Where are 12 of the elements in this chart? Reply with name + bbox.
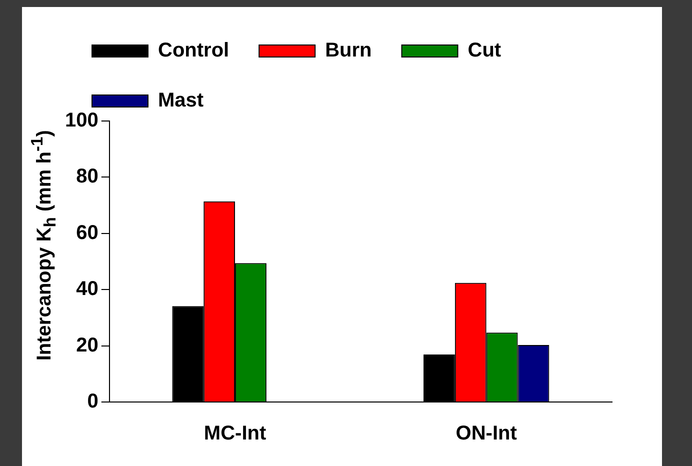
y-tick-label: 60: [76, 222, 98, 244]
y-tick-label: 0: [87, 390, 98, 413]
legend-label: Mast: [158, 90, 204, 112]
y-tick-label: 40: [76, 278, 98, 300]
x-tick-label: MC-Int: [204, 422, 266, 445]
y-tick-label: 20: [76, 334, 98, 356]
legend-label: Cut: [468, 40, 502, 62]
legend-label: Control: [158, 40, 230, 62]
x-tick-label: ON-Int: [456, 422, 518, 445]
y-tick-label: 100: [64, 110, 98, 132]
y-tick-label: 80: [76, 166, 98, 188]
legend-label: Burn: [325, 40, 372, 62]
